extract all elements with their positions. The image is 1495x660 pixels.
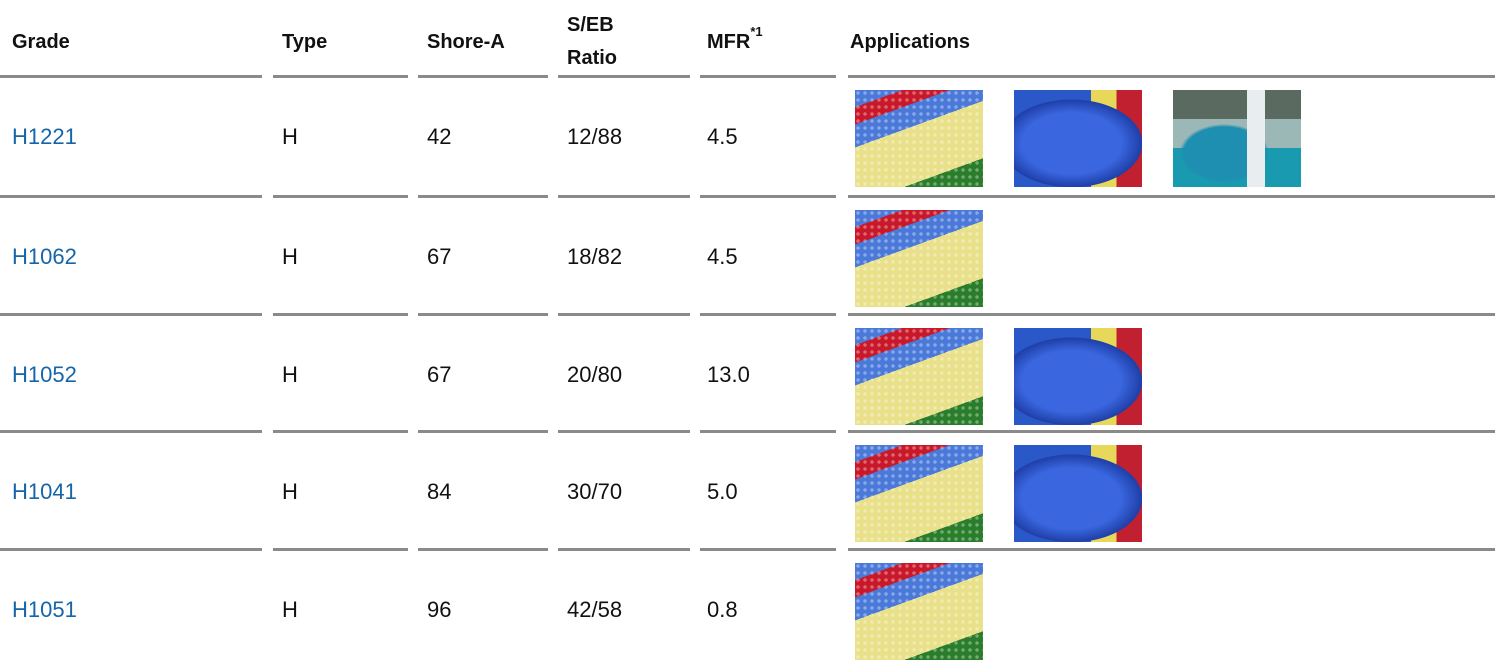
table-cell: H — [282, 363, 298, 387]
application-image — [1173, 90, 1301, 187]
row-divider — [273, 195, 408, 198]
table-cell: H — [282, 125, 298, 149]
header-text: MFR — [707, 31, 750, 53]
row-divider — [273, 313, 408, 316]
row-divider — [273, 548, 408, 551]
application-image — [855, 90, 983, 187]
grade-link[interactable]: H1221 — [12, 125, 77, 149]
grade-link[interactable]: H1062 — [12, 245, 77, 269]
header-cell: MFR*1 — [707, 26, 763, 58]
table-cell: 67 — [427, 363, 451, 387]
row-divider — [848, 548, 1495, 551]
row-divider — [700, 430, 836, 433]
row-divider — [418, 195, 548, 198]
table-cell: 42 — [427, 125, 451, 149]
row-divider — [0, 313, 262, 316]
row-divider — [558, 195, 690, 198]
table-cell: H — [282, 598, 298, 622]
row-divider — [418, 548, 548, 551]
table-cell: 96 — [427, 598, 451, 622]
row-divider — [848, 313, 1495, 316]
table-cell: 4.5 — [707, 245, 738, 269]
row-divider — [848, 195, 1495, 198]
grade-link[interactable]: H1052 — [12, 363, 77, 387]
row-divider — [0, 430, 262, 433]
page: Grade Type Shore-A S/EB Ratio MFR*1 Appl… — [0, 0, 1495, 655]
header-cell: Applications — [850, 26, 970, 58]
table-cell: 20/80 — [567, 363, 622, 387]
header-cell: Grade — [12, 26, 70, 58]
table-cell: H — [282, 245, 298, 269]
grade-link[interactable]: H1051 — [12, 598, 77, 622]
table-cell: 84 — [427, 480, 451, 504]
application-image — [855, 445, 983, 542]
row-divider — [558, 313, 690, 316]
row-divider — [0, 548, 262, 551]
header-cell: S/EB — [567, 9, 614, 41]
application-image — [855, 328, 983, 425]
row-divider — [700, 313, 836, 316]
row-divider — [848, 75, 1495, 78]
header-cell: Type — [282, 26, 327, 58]
row-divider — [700, 548, 836, 551]
table-cell: 12/88 — [567, 125, 622, 149]
application-image — [1014, 445, 1142, 542]
row-divider — [558, 548, 690, 551]
row-divider — [848, 430, 1495, 433]
row-divider — [273, 430, 408, 433]
application-image — [855, 210, 983, 307]
table-cell: 4.5 — [707, 125, 738, 149]
row-divider — [558, 75, 690, 78]
row-divider — [418, 75, 548, 78]
grade-link[interactable]: H1041 — [12, 480, 77, 504]
table-cell: H — [282, 480, 298, 504]
table-cell: 67 — [427, 245, 451, 269]
application-image — [1014, 328, 1142, 425]
row-divider — [700, 75, 836, 78]
row-divider — [418, 313, 548, 316]
footnote-mark: *1 — [750, 24, 762, 39]
table-cell: 13.0 — [707, 363, 750, 387]
table-cell: 30/70 — [567, 480, 622, 504]
row-divider — [0, 75, 262, 78]
table-cell: 42/58 — [567, 598, 622, 622]
table-cell: 0.8 — [707, 598, 738, 622]
row-divider — [558, 430, 690, 433]
row-divider — [700, 195, 836, 198]
application-image — [1014, 90, 1142, 187]
header-cell: Shore-A — [427, 26, 505, 58]
row-divider — [0, 195, 262, 198]
table-cell: 18/82 — [567, 245, 622, 269]
row-divider — [418, 430, 548, 433]
application-image — [855, 563, 983, 660]
header-cell: Ratio — [567, 42, 617, 74]
table-cell: 5.0 — [707, 480, 738, 504]
row-divider — [273, 75, 408, 78]
